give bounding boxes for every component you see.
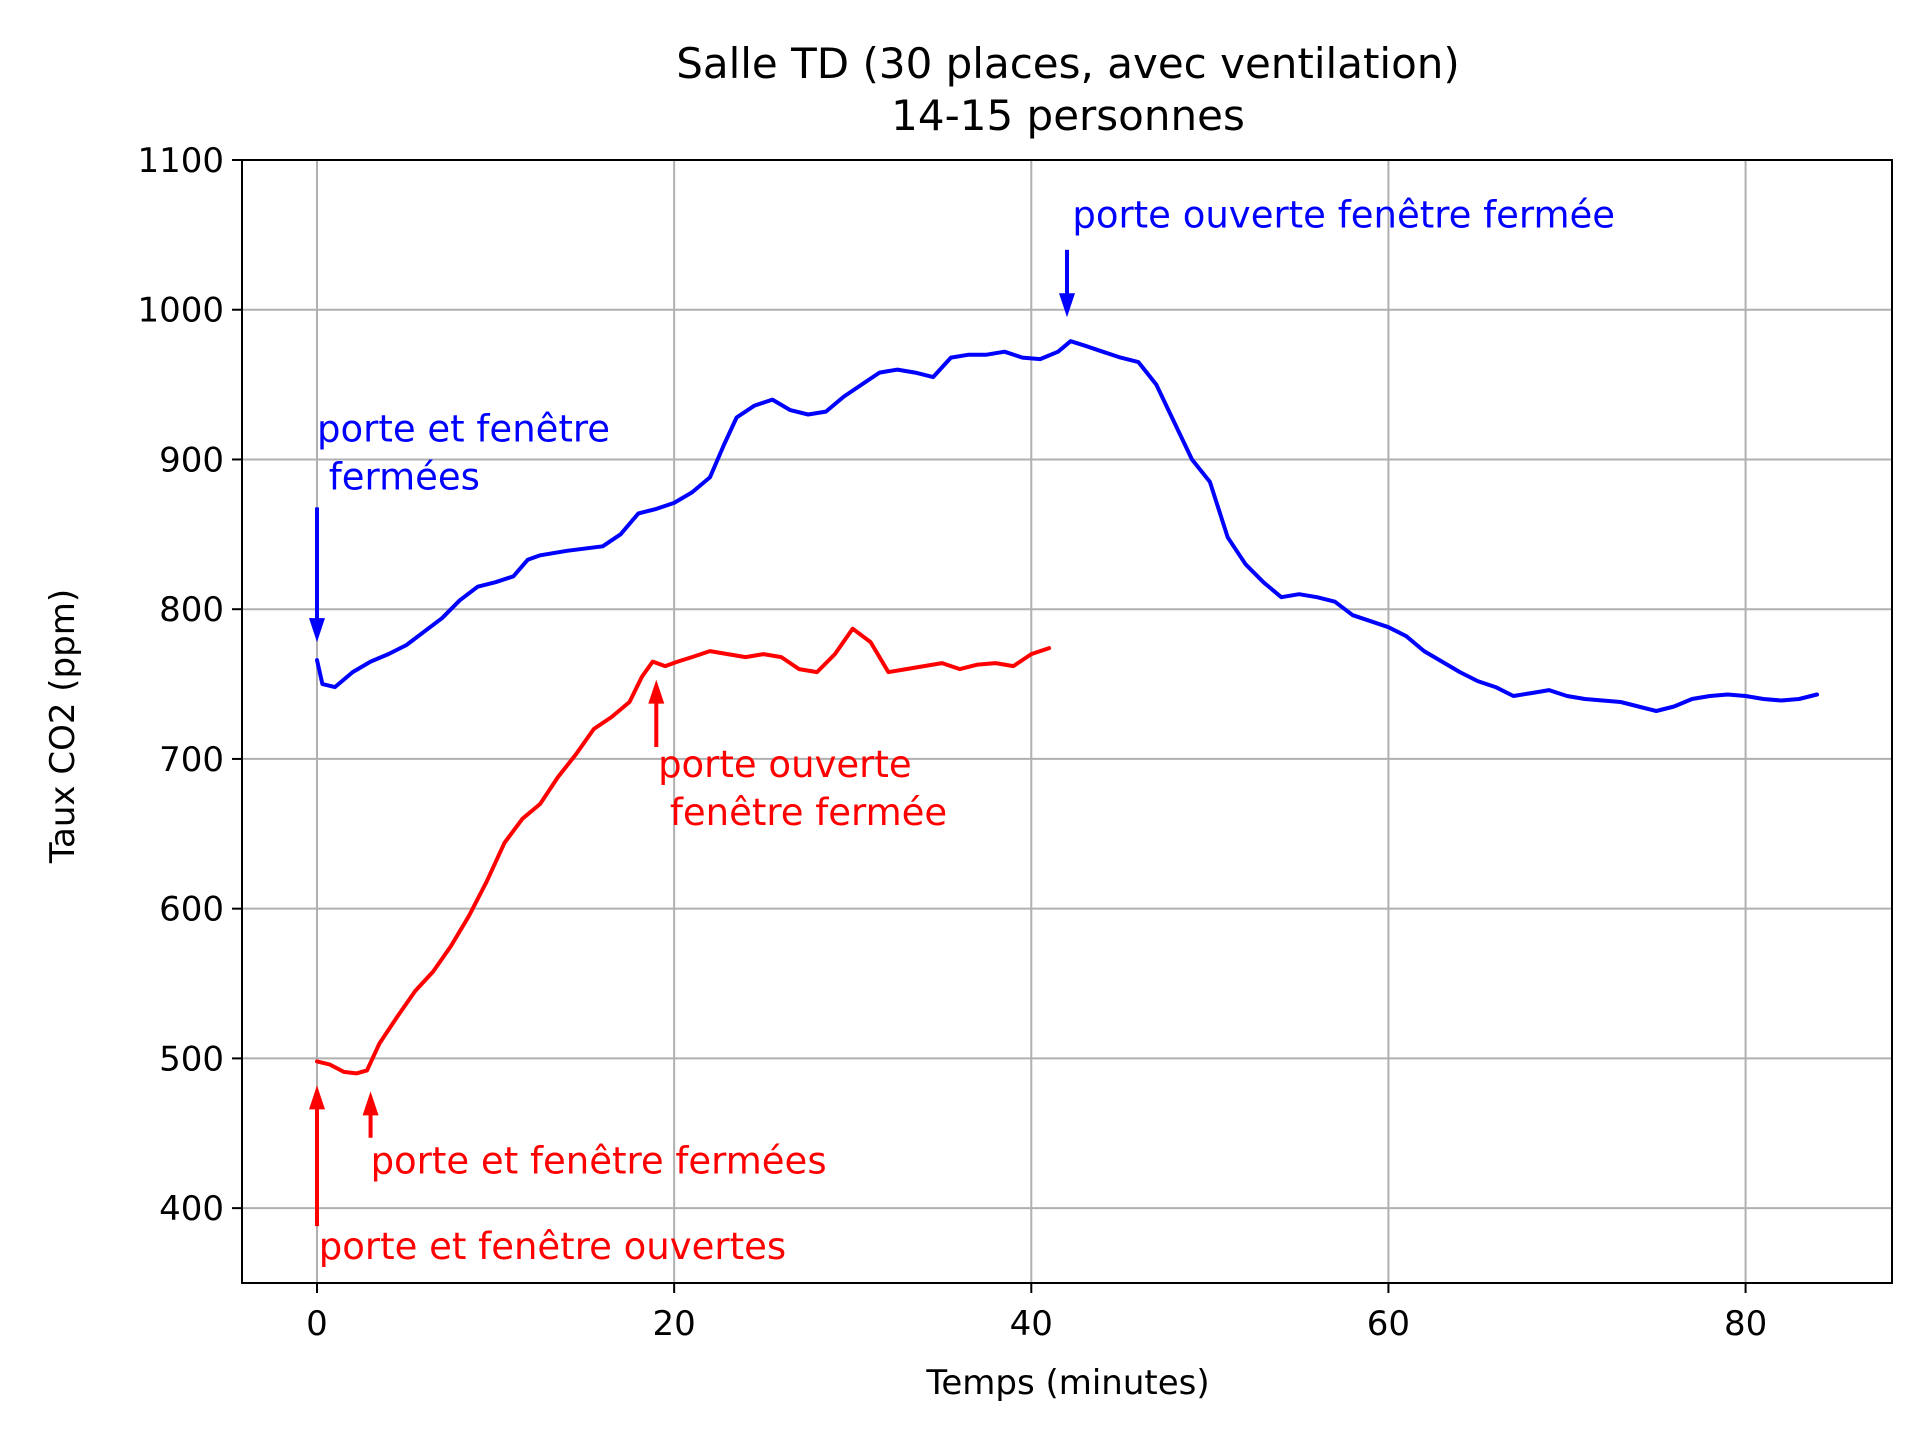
annotation-text: porte ouverte fenêtre fermée xyxy=(1072,193,1615,236)
annotations: porte et fenêtre fermées porte ouverte fe… xyxy=(317,193,1615,1268)
annotation-line: porte ouverte fenêtre fermée xyxy=(1072,193,1615,236)
y-tick-label: 400 xyxy=(159,1189,224,1229)
x-tick-label: 20 xyxy=(653,1304,696,1344)
axis-ticks: 0 20 40 60 80 400 500 600 700 800 900 1000 1100 xyxy=(137,141,1767,1344)
arrow-head xyxy=(309,1085,325,1110)
plot-frame xyxy=(241,159,1893,1284)
annotation-arrow xyxy=(362,1091,379,1138)
annotation-arrow xyxy=(648,679,665,747)
y-tick-label: 700 xyxy=(159,740,224,780)
x-tick-label: 40 xyxy=(1010,1304,1053,1344)
y-tick-label: 800 xyxy=(159,590,224,630)
y-tick-label: 600 xyxy=(159,890,224,930)
annotation-arrow xyxy=(1059,249,1075,318)
arrow-head xyxy=(1059,293,1075,318)
annotation-text: porte et fenêtre fermées xyxy=(371,1140,827,1183)
annotation-text: porte et fenêtre ouvertes xyxy=(319,1225,786,1268)
annotation-text: porte et fenêtre fermées xyxy=(317,407,610,498)
chart-title-line1: Salle TD (30 places, avec ventilation) xyxy=(676,39,1460,88)
y-axis-label: Taux CO2 (ppm) xyxy=(43,589,83,864)
arrow-head xyxy=(362,1091,379,1116)
annotation-text: porte ouverte fenêtre fermée xyxy=(658,743,947,834)
arrow-head xyxy=(309,618,325,643)
annotation-arrows xyxy=(309,249,1075,1227)
annotation-line: porte et fenêtre xyxy=(317,407,610,450)
annotation-line: porte ouverte xyxy=(658,743,912,786)
x-tick-label: 80 xyxy=(1724,1304,1767,1344)
annotation-arrow xyxy=(309,507,325,643)
annotation-arrow xyxy=(309,1085,325,1227)
series-line-blue xyxy=(315,339,1819,713)
arrow-head xyxy=(648,679,665,704)
y-tick-label: 1000 xyxy=(137,291,224,331)
y-tick-label: 500 xyxy=(159,1039,224,1079)
annotation-line: fermées xyxy=(317,455,480,498)
y-tick-label: 1100 xyxy=(137,141,224,181)
x-tick-label: 60 xyxy=(1367,1304,1410,1344)
chart-title-line2: 14-15 personnes xyxy=(891,91,1245,140)
x-axis-label: Temps (minutes) xyxy=(925,1363,1209,1403)
annotation-line: porte et fenêtre ouvertes xyxy=(319,1225,786,1268)
series-group xyxy=(315,339,1819,1076)
annotation-line: porte et fenêtre fermées xyxy=(371,1140,827,1183)
series-line-red xyxy=(315,626,1052,1076)
annotation-line: fenêtre fermée xyxy=(658,791,947,834)
y-tick-label: 900 xyxy=(159,440,224,480)
x-tick-label: 0 xyxy=(306,1304,328,1344)
